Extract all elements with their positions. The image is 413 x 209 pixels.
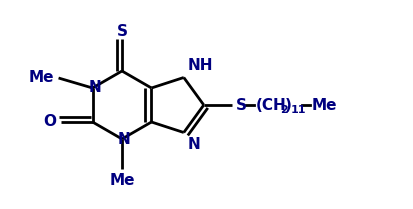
Text: Me: Me xyxy=(29,70,55,85)
Text: 2: 2 xyxy=(280,105,287,115)
Text: O: O xyxy=(43,115,57,130)
Text: Me: Me xyxy=(312,98,337,112)
Text: S: S xyxy=(236,98,247,112)
Text: S: S xyxy=(116,23,128,38)
Text: N: N xyxy=(118,131,131,147)
Text: ): ) xyxy=(285,98,292,112)
Text: 11: 11 xyxy=(291,105,306,115)
Text: (CH: (CH xyxy=(256,98,287,112)
Text: Me: Me xyxy=(109,173,135,188)
Text: N: N xyxy=(188,136,201,152)
Text: NH: NH xyxy=(188,59,213,74)
Text: N: N xyxy=(88,80,101,96)
